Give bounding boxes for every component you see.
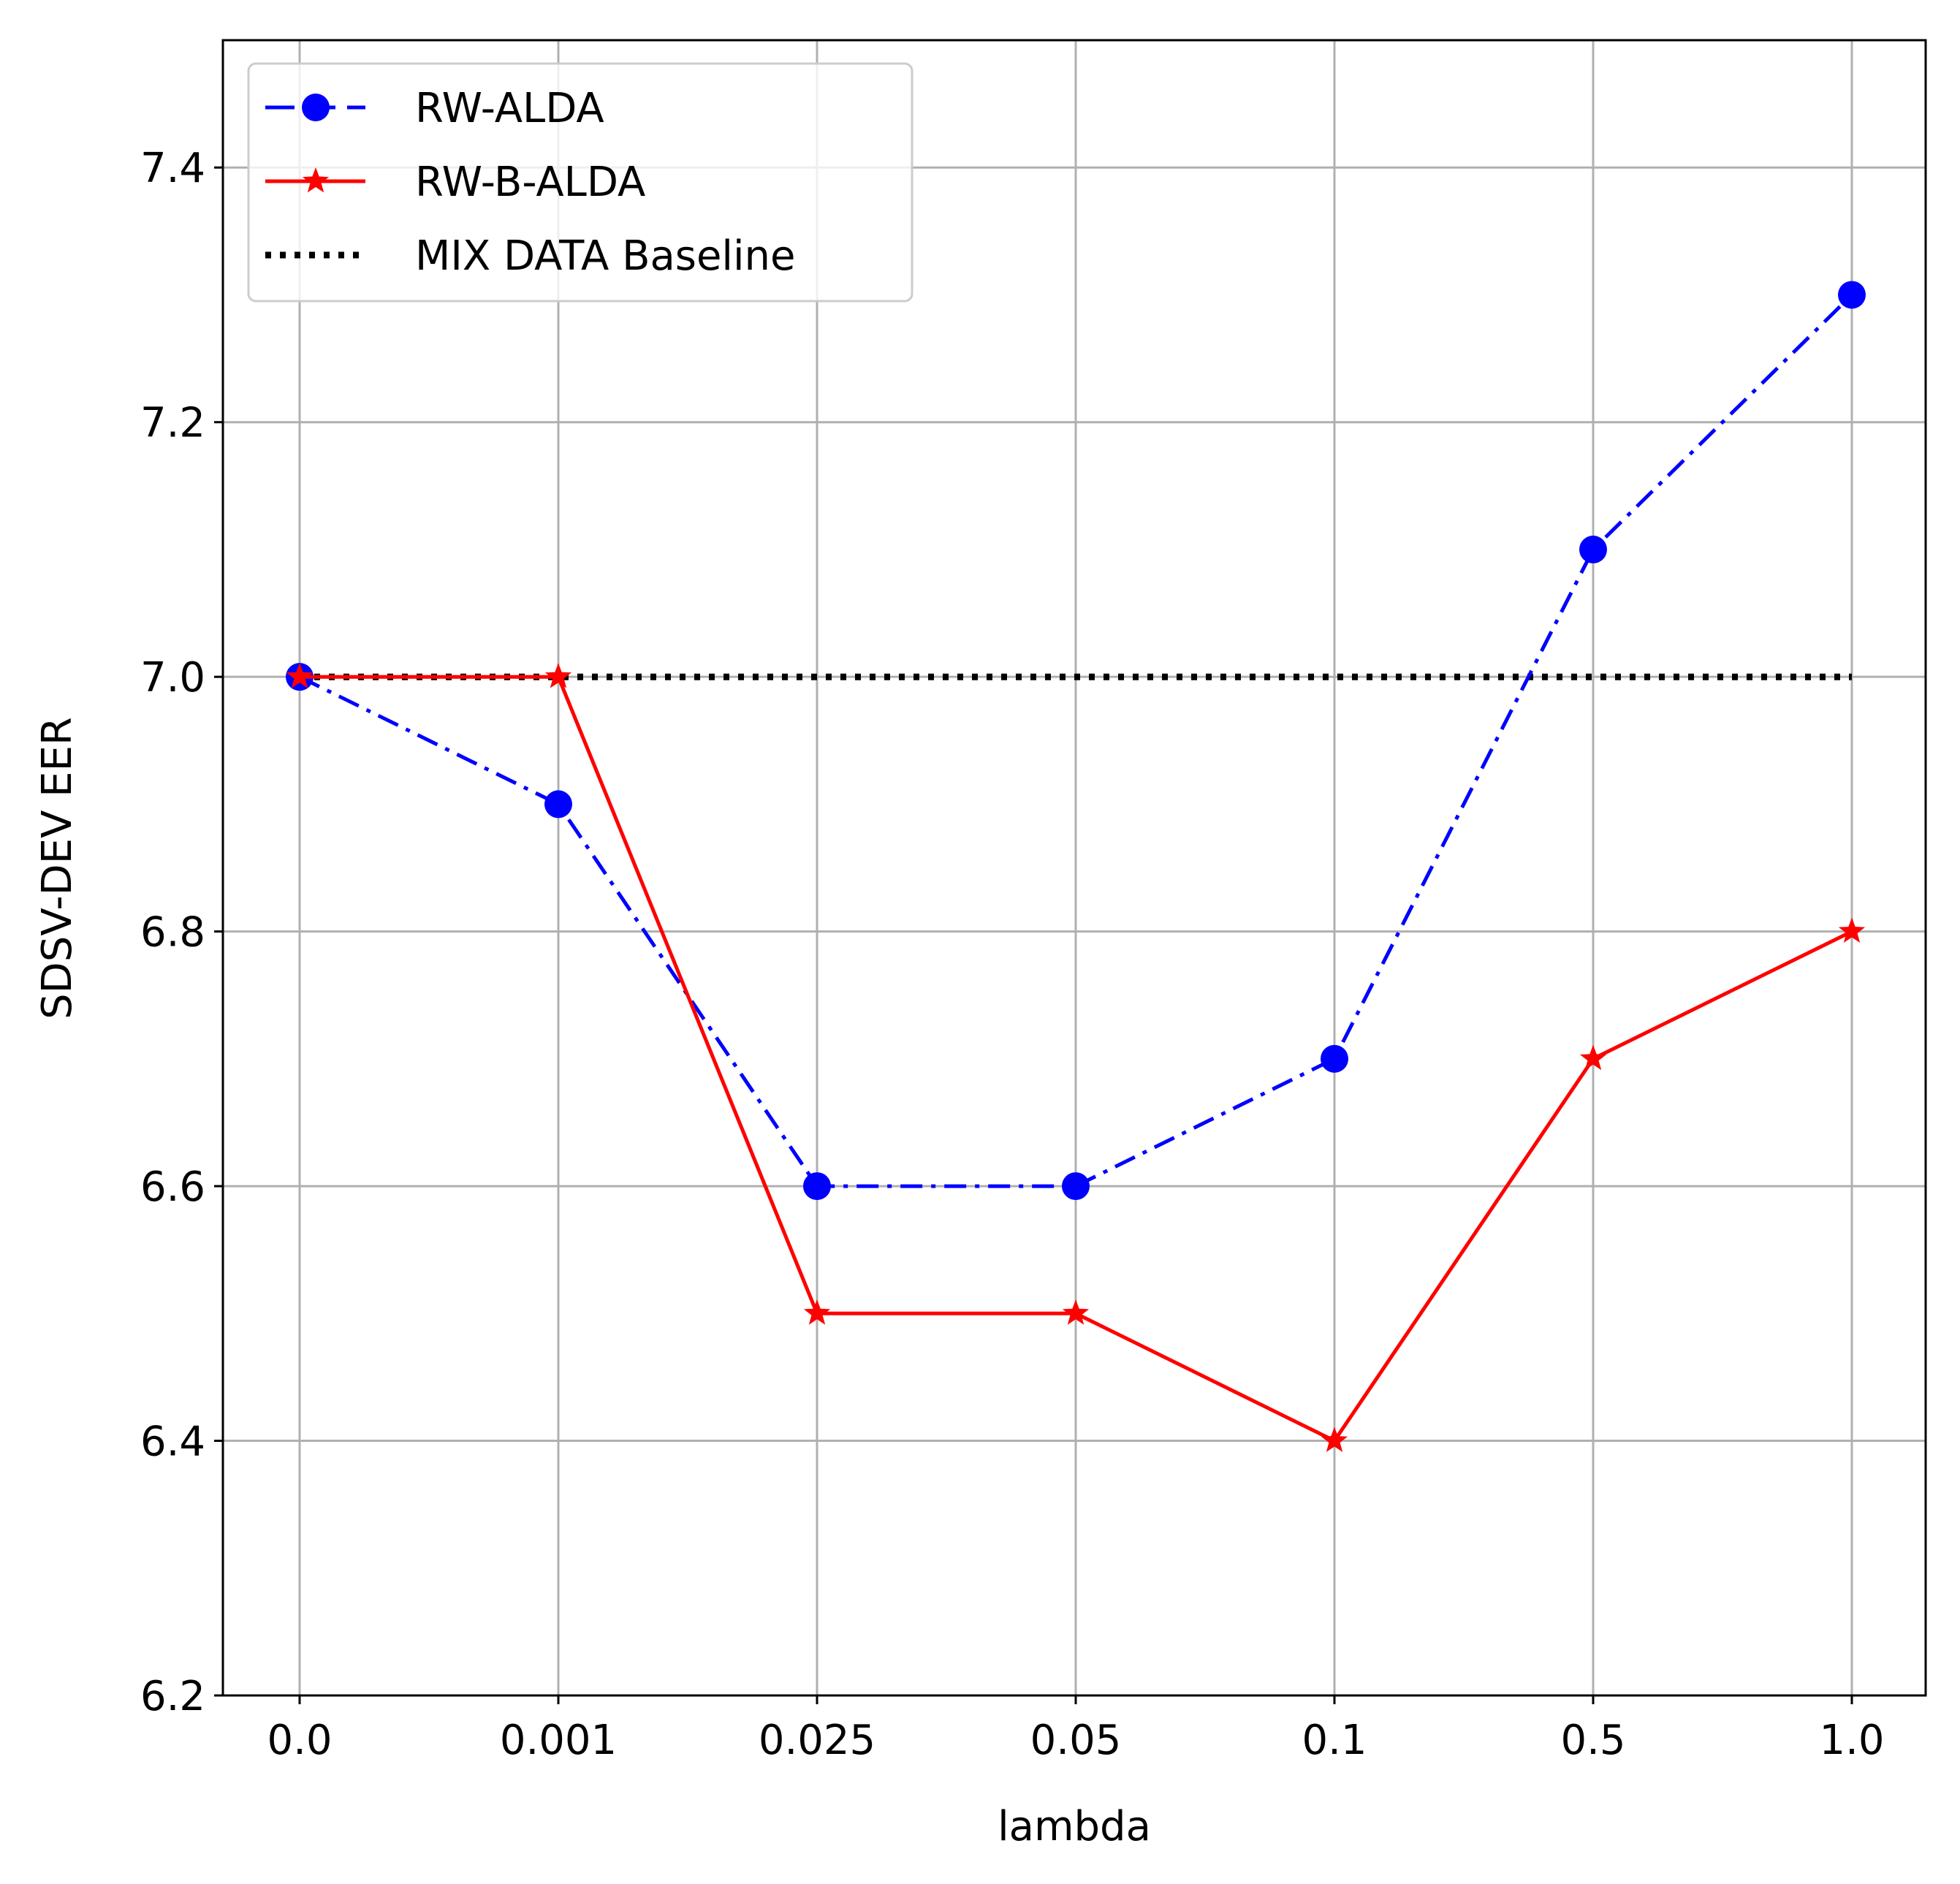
data-point	[544, 663, 572, 688]
x-tick-label: 0.025	[759, 1717, 875, 1764]
y-tick-label: 6.4	[140, 1418, 205, 1466]
data-point	[544, 790, 572, 818]
legend-box	[247, 62, 913, 303]
data-point	[1062, 1299, 1090, 1325]
y-tick-label: 6.8	[140, 909, 205, 957]
y-tick-label: 6.2	[140, 1673, 205, 1720]
legend-item: RW-ALDA	[265, 85, 604, 132]
data-point	[1062, 1172, 1090, 1201]
y-tick-label: 7.2	[140, 400, 205, 447]
data-point	[286, 663, 314, 688]
data-point	[1321, 1427, 1348, 1452]
x-tick-label: 1.0	[1819, 1717, 1884, 1764]
y-tick-label: 6.6	[140, 1163, 205, 1211]
x-tick-label: 0.5	[1560, 1717, 1625, 1764]
y-tick-label: 7.4	[140, 145, 205, 192]
data-point	[1838, 917, 1866, 943]
plot-frame	[221, 39, 1927, 1697]
data-point	[803, 1172, 831, 1201]
data-point	[1579, 535, 1607, 563]
x-axis-label: lambda	[998, 1803, 1151, 1850]
x-tick-label: 0.1	[1302, 1717, 1367, 1764]
legend: RW-ALDA RW-B-ALDA MIX DATA Baseline	[247, 62, 913, 303]
legend-item: MIX DATA Baseline	[265, 232, 796, 280]
series-1	[286, 663, 1866, 1452]
data-point	[1579, 1044, 1607, 1071]
ticks: 0.0 0.001 0.025 0.05 0.1 0.5 1.0 6.2 6.4 6.6 6.8 7.…	[140, 145, 1885, 1764]
data-point	[302, 94, 330, 121]
x-tick-label: 0.001	[500, 1717, 617, 1764]
data-point	[1838, 281, 1866, 309]
legend-item: RW-B-ALDA	[265, 159, 645, 206]
legend-label: RW-ALDA	[415, 85, 604, 132]
x-tick-label: 0.0	[267, 1717, 332, 1764]
series-layer	[286, 281, 1866, 1452]
data-point	[302, 167, 330, 193]
legend-label: MIX DATA Baseline	[415, 232, 796, 280]
data-point	[803, 1299, 831, 1325]
legend-label: RW-B-ALDA	[415, 159, 645, 206]
x-tick-label: 0.05	[1030, 1717, 1122, 1764]
y-tick-label: 7.0	[140, 654, 205, 702]
data-point	[1321, 1044, 1348, 1073]
y-axis-label: SDSV-DEV EER	[34, 717, 81, 1019]
